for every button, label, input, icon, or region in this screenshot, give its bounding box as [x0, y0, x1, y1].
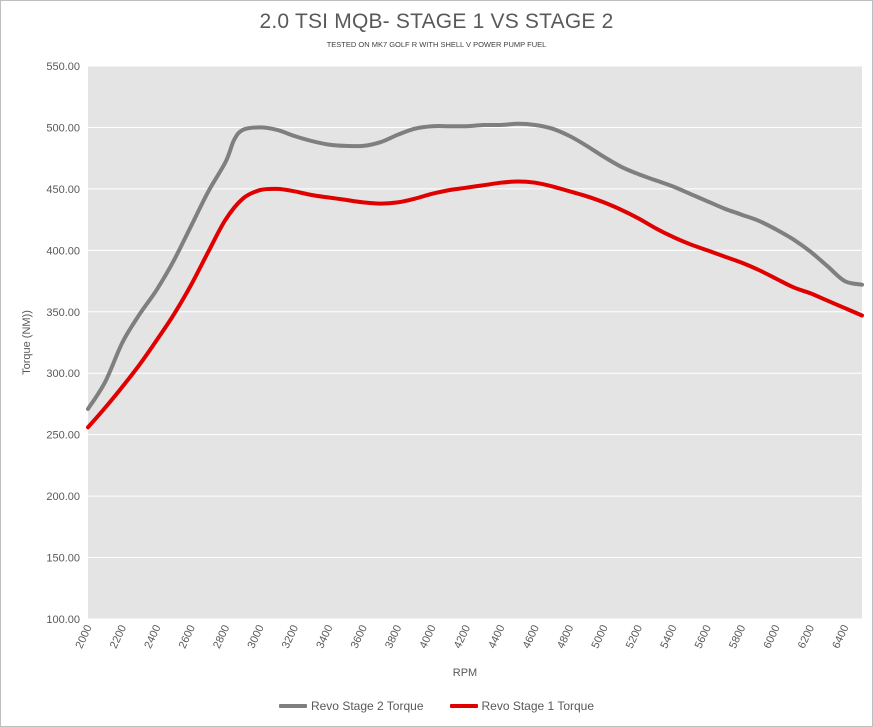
legend: Revo Stage 2 Torque Revo Stage 1 Torque [0, 699, 873, 713]
series-line-stage2 [86, 121, 864, 411]
y-tick-label: 350.00 [46, 307, 80, 319]
x-tick-label: 4400 [486, 623, 507, 650]
x-tick-label: 6000 [761, 623, 782, 650]
plot-area [88, 66, 862, 619]
x-tick-label: 4600 [521, 623, 542, 650]
x-tick-label: 3400 [314, 623, 335, 650]
x-tick-label: 5000 [589, 623, 610, 650]
y-axis-ticks: 100.00 150.00 200.00 250.00 300.00 350.00 400.… [46, 61, 80, 626]
legend-swatch-stage1 [449, 704, 478, 708]
x-tick-label: 3200 [280, 623, 301, 650]
x-tick-label: 5800 [727, 623, 748, 650]
x-tick-label: 3800 [383, 623, 404, 650]
x-tick-label: 3600 [349, 623, 370, 650]
series-line-stage1 [86, 179, 864, 430]
x-tick-label: 6400 [830, 623, 851, 650]
series-lines [86, 121, 864, 430]
y-tick-label: 400.00 [46, 245, 80, 257]
x-tick-label: 2200 [108, 623, 129, 650]
chart-subtitle: TESTED ON MK7 GOLF R WITH SHELL V POWER … [326, 40, 547, 49]
x-axis-title: RPM [453, 667, 477, 679]
y-tick-label: 200.00 [46, 491, 80, 503]
legend-label-stage2: Revo Stage 2 Torque [310, 699, 424, 713]
legend-swatch-stage2 [278, 704, 307, 708]
y-axis-title: Torque (NM)) [21, 310, 33, 375]
y-tick-label: 300.00 [46, 368, 80, 380]
x-tick-label: 5600 [693, 623, 714, 650]
x-tick-label: 4200 [452, 623, 473, 650]
y-tick-label: 250.00 [46, 430, 80, 442]
x-tick-label: 2600 [177, 623, 198, 650]
x-tick-label: 3000 [245, 623, 266, 650]
x-tick-label: 2800 [211, 623, 232, 650]
legend-item-stage1: Revo Stage 1 Torque [449, 699, 595, 713]
y-tick-label: 550.00 [46, 61, 80, 73]
x-tick-label: 2400 [142, 623, 163, 650]
y-tick-label: 450.00 [46, 184, 80, 196]
legend-item-stage2: Revo Stage 2 Torque [278, 699, 424, 713]
x-tick-label: 5400 [658, 623, 679, 650]
x-tick-label: 2000 [73, 623, 94, 650]
gridlines [88, 65, 862, 620]
x-tick-label: 5200 [624, 623, 645, 650]
x-axis-ticks: 2000 2200 2400 2600 2800 3000 3200 3400 3600 3800… [73, 623, 851, 650]
y-tick-label: 100.00 [46, 614, 80, 626]
x-tick-label: 4800 [555, 623, 576, 650]
chart-title: 2.0 TSI MQB- STAGE 1 VS STAGE 2 [259, 10, 614, 33]
x-tick-label: 4000 [417, 623, 438, 650]
x-tick-label: 6200 [796, 623, 817, 650]
y-tick-label: 150.00 [46, 553, 80, 565]
y-tick-label: 500.00 [46, 122, 80, 134]
legend-label-stage1: Revo Stage 1 Torque [481, 699, 595, 713]
